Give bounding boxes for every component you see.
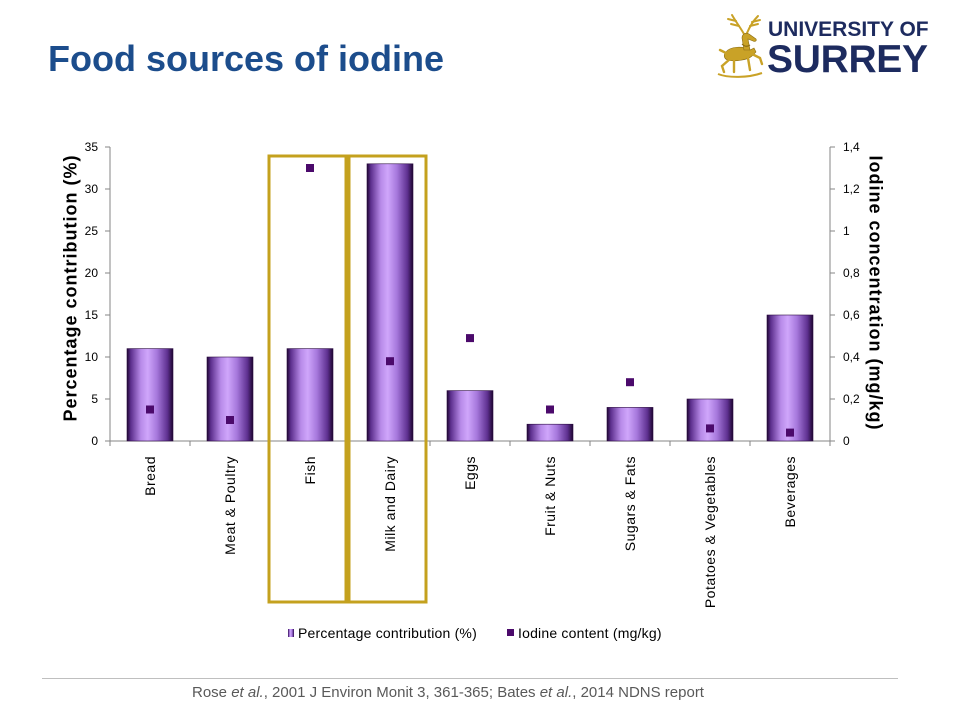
category-label-fish: Fish [302,456,318,484]
marker-potatoes-vegetables [706,424,714,433]
y-tick-label: 0 [91,434,98,448]
marker-bread [146,405,154,414]
citation-text: , 2001 J Environ Monit 3, 361-365; Bates [263,684,540,701]
y2-tick-label: 0,2 [843,392,860,406]
category-label-meat-poultry: Meat & Poultry [222,456,238,555]
legend-bar-swatch [288,629,294,637]
citation-text: Rose [192,684,232,701]
chart: 0 5 10 15 20 25 30 35 0 0,2 0,4 0,6 0,8 1 1,2 1,4 Bread… [60,140,886,641]
highlight-box-milk-and-dairy [347,154,428,604]
category-label-sugars-fats: Sugars & Fats [622,456,638,551]
y-tick-label: 20 [85,266,99,280]
stag-icon [717,14,764,78]
university-logo: UNIVERSITY OF SURREY [710,10,940,82]
bar-sugars-fats [606,407,654,442]
y-tick-label: 35 [85,140,99,154]
bar-milk-and-dairy [366,163,414,442]
category-label-beverages: Beverages [782,456,798,527]
bar-eggs [446,390,494,442]
slide-title: Food sources of iodine [48,38,445,79]
legend: Percentage contribution (%) Iodine conten… [288,625,662,641]
citation-et-al: et al. [231,684,264,701]
y2-axis-title: Iodine concentration (mg/kg) [866,155,886,430]
y-tick-label: 30 [85,182,99,196]
logo-surrey-text: SURREY [767,38,928,81]
bar-series [126,163,814,442]
y-axis-title: Percentage contribution (%) [60,154,80,421]
bar-fruit-nuts [526,423,574,442]
footer-divider [42,678,898,679]
marker-milk-and-dairy [386,357,394,366]
stag-collar [741,43,751,47]
legend-label-percentage: Percentage contribution (%) [298,625,477,641]
bar-bread [126,348,174,442]
stag-antlers [727,14,761,35]
marker-meat-poultry [226,416,234,424]
marker-series [146,164,794,437]
y2-tick-label: 1 [843,224,850,238]
marker-sugars-fats [626,378,634,387]
highlight-boxes [267,154,428,604]
y2-tick-label: 0,6 [843,308,860,322]
citation-et-al: et al. [539,684,573,701]
stag-body [723,32,757,62]
y-tick-label: 10 [85,350,99,364]
y-tick-label: 15 [85,308,99,322]
legend-marker-swatch [507,629,514,636]
y2-tick-label: 1,4 [843,140,860,154]
marker-beverages [786,428,794,437]
bar-potatoes-vegetables [686,398,734,442]
category-label-milk-and-dairy: Milk and Dairy [382,456,398,552]
stag-legs [718,48,764,74]
y2-tick-label: 0,8 [843,266,860,280]
bar-beverages [766,314,814,442]
category-label-eggs: Eggs [462,456,478,490]
legend-label-iodine: Iodine content (mg/kg) [518,625,662,641]
bar-meat-poultry [206,356,254,442]
category-label-fruit-nuts: Fruit & Nuts [542,456,558,536]
y2-tick-label: 0 [843,434,850,448]
marker-fruit-nuts [546,405,554,414]
marker-eggs [466,334,474,343]
citation-text: , 2014 NDNS report [572,684,704,701]
category-label-potatoes-vegetables: Potatoes & Vegetables [702,456,718,608]
category-labels: Bread Meat & Poultry Fish Milk and Dairy Egg… [142,456,798,608]
y2-tick-label: 1,2 [843,182,860,196]
marker-fish [306,164,314,172]
y2-tick-label: 0,4 [843,350,860,364]
y-tick-label: 25 [85,224,99,238]
highlight-box-fish [267,154,348,604]
citation: Rose et al., 2001 J Environ Monit 3, 361… [0,684,896,702]
logo-university-of-text: UNIVERSITY OF [768,18,929,41]
y-tick-label: 5 [91,392,98,406]
bar-fish [286,348,334,442]
stag-base [717,72,763,78]
category-label-bread: Bread [142,456,158,496]
